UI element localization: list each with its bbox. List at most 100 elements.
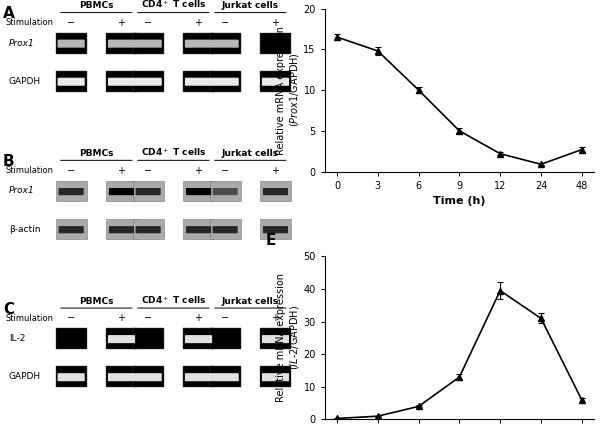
Bar: [183, 181, 214, 201]
FancyBboxPatch shape: [134, 373, 162, 381]
Bar: [106, 366, 137, 387]
Text: GAPDH: GAPDH: [9, 77, 41, 86]
Text: −: −: [144, 313, 152, 324]
FancyBboxPatch shape: [212, 373, 239, 381]
Bar: [260, 328, 291, 349]
Text: −: −: [144, 166, 152, 176]
X-axis label: Time (h): Time (h): [433, 196, 485, 206]
Bar: [133, 366, 164, 387]
Text: +: +: [194, 313, 203, 324]
Bar: [209, 366, 241, 387]
Bar: [56, 366, 87, 387]
FancyBboxPatch shape: [263, 188, 288, 195]
Text: +: +: [118, 18, 125, 28]
FancyBboxPatch shape: [212, 78, 239, 86]
Bar: [106, 219, 137, 239]
Bar: [133, 33, 164, 54]
Text: B: B: [3, 154, 14, 169]
Bar: [183, 366, 214, 387]
Bar: [183, 219, 214, 239]
Bar: [183, 33, 214, 54]
Bar: [209, 33, 241, 54]
Text: +: +: [194, 166, 203, 176]
Text: β-actin: β-actin: [9, 225, 40, 234]
FancyBboxPatch shape: [109, 188, 134, 195]
FancyBboxPatch shape: [108, 40, 135, 48]
Text: −: −: [221, 166, 229, 176]
FancyBboxPatch shape: [262, 335, 289, 343]
Bar: [106, 33, 137, 54]
Text: IL-2: IL-2: [9, 334, 25, 343]
Bar: [260, 71, 291, 92]
Text: PBMCs: PBMCs: [79, 149, 113, 158]
Text: +: +: [271, 166, 280, 176]
Text: Jurkat cells: Jurkat cells: [222, 1, 279, 10]
Y-axis label: Relative mRNA expression
($\it{Prox1}$/GAPDH): Relative mRNA expression ($\it{Prox1}$/G…: [275, 26, 301, 155]
FancyBboxPatch shape: [58, 78, 85, 86]
FancyBboxPatch shape: [109, 226, 134, 233]
Text: +: +: [271, 18, 280, 28]
FancyBboxPatch shape: [212, 226, 238, 233]
FancyBboxPatch shape: [59, 226, 84, 233]
FancyBboxPatch shape: [136, 226, 161, 233]
Bar: [260, 33, 291, 54]
FancyBboxPatch shape: [136, 188, 161, 195]
Text: Stimulation: Stimulation: [6, 166, 54, 175]
FancyBboxPatch shape: [185, 373, 212, 381]
Text: +: +: [118, 313, 125, 324]
Text: Prox1: Prox1: [9, 187, 35, 196]
FancyBboxPatch shape: [108, 373, 135, 381]
Text: −: −: [67, 313, 75, 324]
Bar: [56, 71, 87, 92]
Bar: [56, 328, 87, 349]
FancyBboxPatch shape: [212, 188, 238, 195]
FancyBboxPatch shape: [186, 226, 211, 233]
Bar: [209, 71, 241, 92]
Bar: [56, 181, 87, 201]
Bar: [209, 181, 241, 201]
Bar: [209, 219, 241, 239]
Bar: [56, 33, 87, 54]
FancyBboxPatch shape: [262, 78, 289, 86]
Bar: [133, 71, 164, 92]
FancyBboxPatch shape: [185, 335, 212, 343]
Bar: [260, 366, 291, 387]
Bar: [133, 328, 164, 349]
FancyBboxPatch shape: [108, 335, 135, 343]
Bar: [106, 71, 137, 92]
Bar: [183, 71, 214, 92]
FancyBboxPatch shape: [262, 373, 289, 381]
Text: GAPDH: GAPDH: [9, 372, 41, 381]
Text: Jurkat cells: Jurkat cells: [222, 297, 279, 306]
Text: CD4$^+$ T cells: CD4$^+$ T cells: [140, 294, 206, 306]
Text: Jurkat cells: Jurkat cells: [222, 149, 279, 158]
Bar: [209, 328, 241, 349]
Bar: [133, 181, 164, 201]
Text: C: C: [3, 302, 14, 317]
FancyBboxPatch shape: [58, 373, 85, 381]
Text: Stimulation: Stimulation: [6, 18, 54, 27]
Y-axis label: Relative mRNA expression
($\it{IL}$-$\it{2}$/GAPDH): Relative mRNA expression ($\it{IL}$-$\it…: [275, 273, 301, 402]
Text: −: −: [144, 18, 152, 28]
FancyBboxPatch shape: [263, 226, 288, 233]
Bar: [133, 219, 164, 239]
Bar: [183, 328, 214, 349]
Text: −: −: [221, 18, 229, 28]
Text: +: +: [271, 313, 280, 324]
Bar: [106, 328, 137, 349]
Text: Stimulation: Stimulation: [6, 314, 54, 323]
FancyBboxPatch shape: [185, 40, 212, 48]
Text: PBMCs: PBMCs: [79, 297, 113, 306]
Text: Prox1: Prox1: [9, 39, 35, 48]
FancyBboxPatch shape: [212, 40, 239, 48]
Bar: [260, 181, 291, 201]
Text: +: +: [194, 18, 203, 28]
FancyBboxPatch shape: [186, 188, 211, 195]
FancyBboxPatch shape: [58, 40, 85, 48]
Text: PBMCs: PBMCs: [79, 1, 113, 10]
FancyBboxPatch shape: [134, 78, 162, 86]
FancyBboxPatch shape: [134, 40, 162, 48]
Text: E: E: [266, 233, 276, 248]
Bar: [106, 181, 137, 201]
Text: CD4$^+$ T cells: CD4$^+$ T cells: [140, 146, 206, 158]
